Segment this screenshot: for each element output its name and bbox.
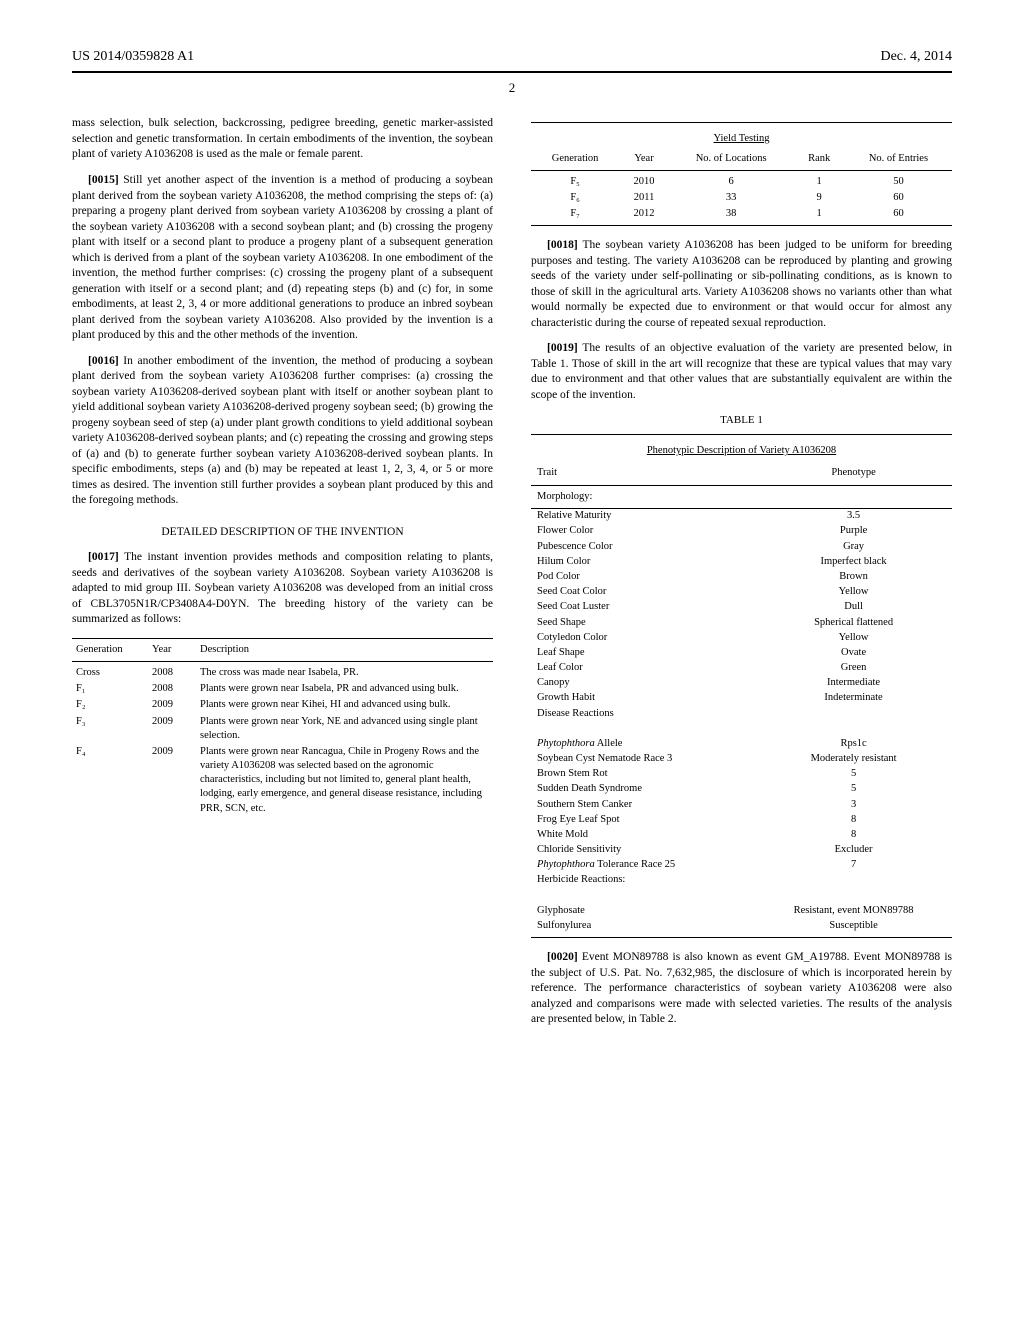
table-row: F₇201238160 [531, 206, 952, 226]
para-0018-num: [0018] [547, 239, 578, 251]
table-row [531, 721, 952, 736]
table-row: Flower ColorPurple [531, 524, 952, 539]
breeding-col-year: Year [148, 638, 196, 661]
para-0015: [0015] Still yet another aspect of the i… [72, 173, 493, 344]
table-row: Relative Maturity3.5 [531, 508, 952, 524]
doc-date: Dec. 4, 2014 [880, 48, 952, 67]
para-0020-text: Event MON89788 is also known as event GM… [531, 951, 952, 1025]
para-0019-num: [0019] [547, 342, 578, 354]
para-0016-text: In another embodiment of the invention, … [72, 355, 493, 507]
table-row: Sudden Death Syndrome5 [531, 782, 952, 797]
right-column: Yield Testing Generation Year No. of Loc… [531, 116, 952, 1037]
detailed-description-heading: DETAILED DESCRIPTION OF THE INVENTION [72, 525, 493, 541]
table-row: Disease Reactions [531, 706, 952, 721]
para-0020: [0020] Event MON89788 is also known as e… [531, 950, 952, 1028]
yield-col-entries: No. of Entries [845, 151, 952, 171]
table-row: F₅20106150 [531, 170, 952, 190]
para-0017-text: The instant invention provides methods a… [72, 551, 493, 625]
para-0018: [0018] The soybean variety A1036208 has … [531, 238, 952, 331]
pheno-col-pheno: Phenotype [755, 462, 952, 485]
breeding-col-gen: Generation [72, 638, 148, 661]
para-0015-num: [0015] [88, 174, 119, 186]
table-row: F₁2008Plants were grown near Isabela, PR… [72, 681, 493, 697]
table-row: Phytophthora AlleleRps1c [531, 736, 952, 751]
table-row: Leaf ShapeOvate [531, 645, 952, 660]
table-row: F₆201133960 [531, 190, 952, 206]
table-row: Chloride SensitivityExcluder [531, 843, 952, 858]
table-row: F₃2009Plants were grown near York, NE an… [72, 714, 493, 744]
table-row: White Mold8 [531, 827, 952, 842]
para-0020-num: [0020] [547, 951, 578, 963]
table-row: F₂2009Plants were grown near Kihei, HI a… [72, 697, 493, 713]
table-row: Frog Eye Leaf Spot8 [531, 812, 952, 827]
yield-col-rank: Rank [793, 151, 844, 171]
breeding-history-table: Generation Year Description Cross2008The… [72, 638, 493, 817]
table-row: Seed Coat LusterDull [531, 600, 952, 615]
table-row [531, 888, 952, 903]
page-header: US 2014/0359828 A1 Dec. 4, 2014 [72, 48, 952, 67]
table-row: Phytophthora Tolerance Race 257 [531, 858, 952, 873]
para-0019: [0019] The results of an objective evalu… [531, 341, 952, 403]
breeding-col-desc: Description [196, 638, 493, 661]
phenotype-table: Phenotypic Description of Variety A10362… [531, 434, 952, 938]
yield-col-gen: Generation [531, 151, 619, 171]
body-columns: mass selection, bulk selection, backcros… [72, 116, 952, 1037]
table-row: Leaf ColorGreen [531, 661, 952, 676]
para-0016: [0016] In another embodiment of the inve… [72, 354, 493, 509]
table-row: Cotyledon ColorYellow [531, 630, 952, 645]
table-row: Hilum ColorImperfect black [531, 554, 952, 569]
para-0019-text: The results of an objective evaluation o… [531, 342, 952, 401]
table-row: GlyphosateResistant, event MON89788 [531, 903, 952, 918]
table-row: Growth HabitIndeterminate [531, 691, 952, 706]
pheno-col-trait: Trait [531, 462, 755, 485]
table-row: Southern Stem Canker3 [531, 797, 952, 812]
table-row: Soybean Cyst Nematode Race 3Moderately r… [531, 752, 952, 767]
left-column: mass selection, bulk selection, backcros… [72, 116, 493, 1037]
table1-label: TABLE 1 [531, 413, 952, 428]
table-row: Seed ShapeSpherical flattened [531, 615, 952, 630]
para-0017-num: [0017] [88, 551, 119, 563]
para-0015-text: Still yet another aspect of the inventio… [72, 174, 493, 341]
yield-testing-table: Yield Testing Generation Year No. of Loc… [531, 122, 952, 226]
para-0018-text: The soybean variety A1036208 has been ju… [531, 239, 952, 329]
page-number: 2 [72, 79, 952, 97]
table-row: Pod ColorBrown [531, 570, 952, 585]
para-0017: [0017] The instant invention provides me… [72, 550, 493, 628]
table-row: Seed Coat ColorYellow [531, 585, 952, 600]
table-row: Morphology: [531, 485, 952, 508]
yield-title: Yield Testing [531, 130, 952, 150]
table-row: SulfonylureaSusceptible [531, 918, 952, 937]
patent-page: US 2014/0359828 A1 Dec. 4, 2014 2 mass s… [0, 0, 1024, 1320]
intro-para: mass selection, bulk selection, backcros… [72, 116, 493, 163]
table-row: Herbicide Reactions: [531, 873, 952, 888]
yield-col-year: Year [619, 151, 669, 171]
para-0016-num: [0016] [88, 355, 119, 367]
yield-col-loc: No. of Locations [669, 151, 794, 171]
table-row: Pubescence ColorGray [531, 539, 952, 554]
table-row: F₄2009Plants were grown near Rancagua, C… [72, 744, 493, 817]
table-row: Brown Stem Rot5 [531, 767, 952, 782]
table-row: Cross2008The cross was made near Isabela… [72, 662, 493, 682]
doc-number: US 2014/0359828 A1 [72, 48, 194, 67]
table-row: CanopyIntermediate [531, 676, 952, 691]
pheno-title: Phenotypic Description of Variety A10362… [531, 442, 952, 462]
header-rule [72, 71, 952, 73]
